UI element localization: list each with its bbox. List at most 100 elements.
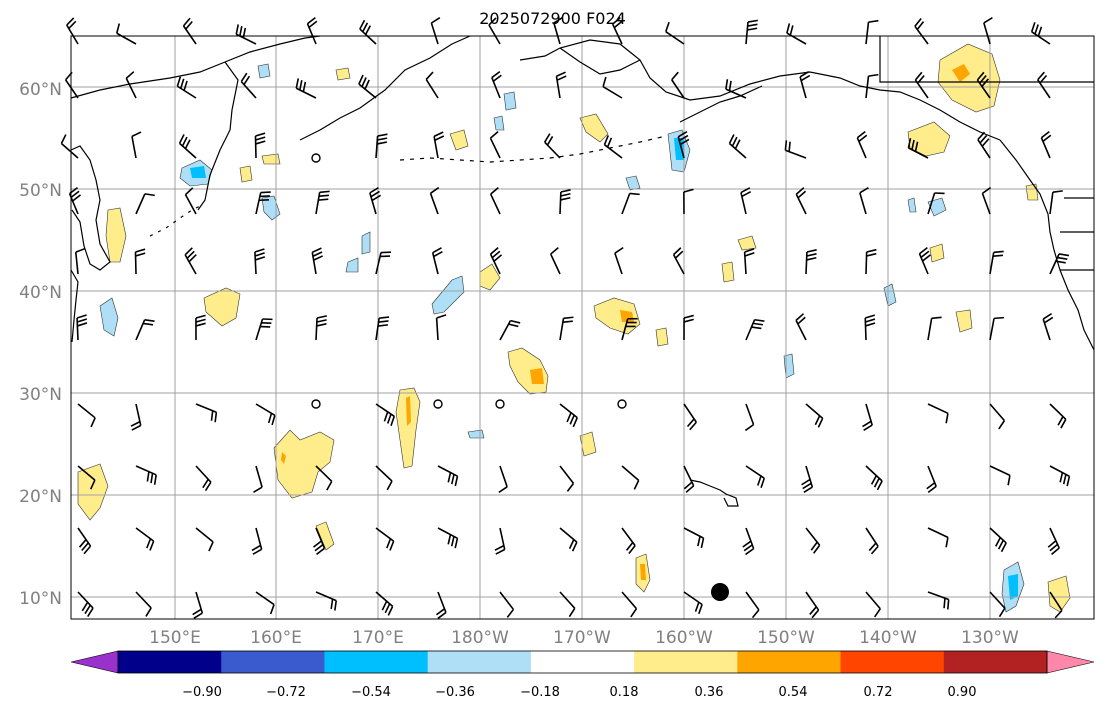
coastlines [70, 35, 1095, 507]
colorbar-tick-label: 0.18 [610, 685, 639, 700]
colorbar-segment [634, 651, 738, 673]
wind-barb [728, 134, 747, 159]
positive-area [655, 327, 669, 347]
wind-barb [744, 403, 755, 432]
wind-barb [553, 17, 563, 45]
colorbar-tick-label: −0.54 [351, 685, 391, 700]
wind-barb [805, 249, 817, 275]
wind-barb [559, 189, 571, 215]
wind-barb [1049, 591, 1063, 619]
wind-barb [195, 314, 206, 341]
calm-circle [617, 399, 627, 409]
lat-label: 20°N [19, 487, 62, 507]
colorbar-tick-label: −0.90 [182, 685, 222, 700]
wind-barb [195, 465, 212, 492]
wind-barb [683, 591, 703, 615]
positive-area [273, 429, 335, 499]
positive-area [449, 129, 469, 151]
negative-area [493, 115, 505, 131]
wind-barb [907, 138, 929, 159]
colorbar-tick-label: −0.18 [520, 685, 560, 700]
lat-label: 30°N [19, 385, 62, 405]
lat-label: 10°N [19, 589, 62, 609]
wind-barb [435, 314, 447, 341]
wind-barb [135, 318, 155, 341]
wind-barb [740, 187, 752, 215]
wind-barb [865, 465, 883, 491]
wind-barb [315, 591, 338, 611]
colorbar-tick-label: 0.54 [779, 685, 808, 700]
wind-barb [1049, 253, 1070, 275]
wind-barb [865, 73, 879, 99]
wind-barb [927, 403, 949, 424]
positive-area [579, 113, 609, 143]
wind-barb [315, 190, 330, 215]
wind-barb [927, 527, 949, 548]
wind-barb [489, 247, 503, 275]
lat-label: 40°N [19, 283, 62, 303]
wind-barb [801, 465, 814, 494]
wind-barb [1037, 71, 1051, 99]
negative-area [257, 63, 271, 79]
wind-barb [182, 17, 197, 45]
wind-barb [742, 527, 755, 556]
wind-barb [60, 134, 79, 159]
wind-barb [437, 465, 459, 487]
wind-barb [927, 316, 942, 341]
wind-barb [375, 591, 394, 616]
positive-area [105, 207, 127, 263]
wind-barb [983, 17, 993, 45]
lon-label: 170°W [553, 628, 611, 648]
wind-barb [358, 74, 377, 99]
wind-barb [255, 591, 275, 615]
wind-barb [784, 140, 807, 159]
positive-area [281, 452, 286, 464]
wind-barb [914, 71, 929, 99]
wind-barb [745, 465, 766, 488]
wind-barb [131, 131, 142, 159]
negative-area [99, 297, 119, 337]
wind-barb [1049, 190, 1063, 215]
map-panel [60, 16, 1095, 620]
wind-barb [611, 17, 623, 45]
colorbar-extend-low [70, 650, 119, 674]
negative-area [361, 231, 371, 255]
negative-area [190, 166, 206, 178]
colorbar-segment [840, 651, 945, 673]
wind-barb [66, 17, 79, 45]
wind-barb [116, 23, 137, 45]
positive-area [530, 368, 544, 384]
wind-barb [805, 591, 820, 619]
wind-barb [683, 314, 694, 341]
wind-barb [77, 591, 94, 617]
positive-area [640, 564, 646, 580]
wind-barb [602, 76, 623, 99]
wind-barb [435, 591, 447, 620]
positive-area [406, 396, 411, 426]
calm-circle [495, 399, 505, 409]
colorbar-extend-high [1046, 650, 1095, 674]
wind-barb [431, 247, 443, 275]
wind-barb [76, 314, 88, 341]
wind-barb [178, 134, 197, 159]
positive-area [593, 297, 641, 335]
lat-label: 50°N [19, 181, 62, 201]
wind-barb [621, 465, 640, 490]
wind-barb [184, 247, 197, 275]
colorbar-tick-label: −0.72 [266, 685, 306, 700]
coastline-seward [559, 47, 641, 75]
lon-label: 180°W [451, 628, 509, 648]
wind-barb [375, 527, 395, 551]
wind-barb [255, 191, 271, 215]
wind-barb [559, 316, 574, 341]
coastline-asia [70, 35, 321, 99]
wind-barb [437, 527, 459, 549]
colorbar [70, 650, 1095, 674]
wind-barb [665, 21, 685, 45]
wind-barb [621, 527, 636, 554]
wind-barb [77, 527, 92, 555]
coastline-okhotsk [299, 35, 471, 141]
wind-barb [429, 186, 440, 215]
wind-barb [488, 17, 501, 45]
wind-barb [914, 17, 929, 45]
